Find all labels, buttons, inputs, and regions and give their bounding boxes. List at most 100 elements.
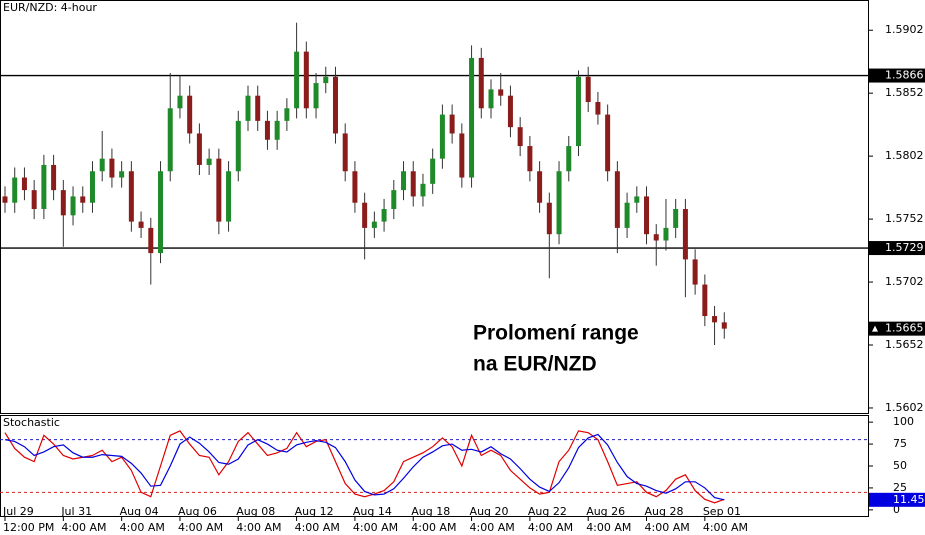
- y-tick-label: 1.5852: [885, 86, 924, 99]
- x-tick-label: Jul 31: [60, 505, 92, 518]
- last-price-label: 1.5665: [885, 322, 924, 335]
- candle-body: [556, 171, 562, 235]
- y-tick-label: 0: [893, 503, 900, 516]
- candle-body: [362, 202, 368, 228]
- candle-body: [89, 171, 95, 203]
- candle-body: [235, 120, 241, 172]
- y-tick-label: 25: [893, 481, 907, 494]
- y-tick-label: 1.5752: [885, 212, 924, 225]
- candle-body: [653, 234, 659, 241]
- candle-body: [216, 158, 222, 222]
- x-tick-label: Aug 22: [528, 505, 567, 518]
- stoch-title: Stochastic: [3, 416, 60, 429]
- x-tick-time-label: 4:00 AM: [120, 521, 165, 534]
- candle-body: [284, 108, 290, 121]
- candle-body: [177, 95, 183, 109]
- candle-body: [70, 196, 76, 216]
- x-tick-time-label: 4:00 AM: [411, 521, 456, 534]
- candle-body: [264, 120, 270, 140]
- x-tick-time-label: 12:00 PM: [3, 521, 54, 534]
- candle-body: [80, 196, 86, 203]
- candle-body: [148, 227, 154, 254]
- x-tick-time-label: 4:00 AM: [528, 521, 573, 534]
- candle-body: [342, 133, 348, 172]
- candle-body: [128, 171, 134, 222]
- candle-body: [352, 171, 358, 203]
- x-tick-label: Jul 29: [2, 505, 34, 518]
- x-tick-time-label: 4:00 AM: [703, 521, 748, 534]
- candle-body: [167, 108, 173, 172]
- candle-body: [507, 95, 513, 128]
- candle-body: [410, 171, 416, 197]
- candle-body: [255, 95, 261, 121]
- x-tick-time-label: 4:00 AM: [61, 521, 106, 534]
- candle-body: [469, 57, 475, 178]
- candle-body: [401, 171, 407, 191]
- candle-body: [294, 51, 300, 109]
- candle-body: [41, 164, 47, 210]
- x-tick-label: Aug 18: [411, 505, 450, 518]
- candle-body: [439, 114, 445, 159]
- y-tick-label: 1.5902: [885, 23, 924, 36]
- candle-body: [2, 196, 8, 203]
- candle-body: [109, 158, 115, 178]
- y-tick-label: 100: [893, 415, 914, 428]
- candle-body: [712, 316, 718, 323]
- title-box: [1, 1, 87, 15]
- price-panel: [0, 0, 869, 414]
- candle-body: [138, 221, 144, 228]
- x-tick-time-label: 4:00 AM: [645, 521, 690, 534]
- y-tick-label: 1.5702: [885, 275, 924, 288]
- candle-body: [226, 171, 232, 222]
- candle-body: [245, 95, 251, 121]
- x-tick-time-label: 4:00 AM: [470, 521, 515, 534]
- x-tick-label: Aug 08: [236, 505, 275, 518]
- annotation: na EUR/NZD: [473, 353, 597, 376]
- chart-title: EUR/NZD: 4-hour: [3, 1, 97, 14]
- candle-body: [313, 83, 319, 109]
- stochastic-line: [4, 430, 725, 504]
- x-tick-label: Aug 20: [470, 505, 509, 518]
- x-tick-label: Aug 12: [295, 505, 334, 518]
- candle-body: [498, 89, 504, 96]
- candle-body: [158, 171, 164, 254]
- candle-body: [381, 209, 387, 222]
- x-tick-time-label: 4:00 AM: [586, 521, 631, 534]
- candle-body: [692, 259, 698, 285]
- y-tick-label: 75: [893, 437, 907, 450]
- candle-body: [21, 177, 27, 191]
- candle-body: [585, 76, 591, 102]
- level-label-box: [869, 68, 925, 83]
- candle-body: [575, 76, 581, 147]
- candle-body: [274, 120, 280, 140]
- y-tick-label: 1.5652: [885, 338, 924, 351]
- level-label: 1.5866: [885, 69, 924, 82]
- candle-body: [546, 202, 552, 235]
- annotation: Prolomení range: [473, 322, 639, 345]
- candle-body: [527, 146, 533, 172]
- candle-body: [391, 190, 397, 210]
- candle-body: [614, 171, 620, 228]
- candle-body: [196, 133, 202, 165]
- candle-body: [99, 158, 105, 172]
- x-tick-time-label: 4:00 AM: [178, 521, 223, 534]
- x-tick-time-label: 4:00 AM: [236, 521, 281, 534]
- candle-body: [51, 164, 57, 191]
- candle-body: [332, 76, 338, 134]
- candle-body: [60, 190, 66, 216]
- x-tick-time-label: 4:00 AM: [353, 521, 398, 534]
- x-tick-label: Aug 06: [178, 505, 217, 518]
- candle-body: [478, 57, 484, 109]
- candle-body: [605, 114, 611, 172]
- candle-body: [644, 196, 650, 235]
- candle-body: [673, 209, 679, 228]
- last-price-box: [869, 321, 925, 336]
- x-tick-label: Sep 01: [703, 505, 741, 518]
- candle-body: [31, 190, 37, 210]
- candle-body: [206, 158, 212, 165]
- level-label-box: [869, 241, 925, 256]
- candle-body: [420, 183, 426, 197]
- candle-body: [721, 322, 727, 329]
- candle-body: [663, 227, 669, 241]
